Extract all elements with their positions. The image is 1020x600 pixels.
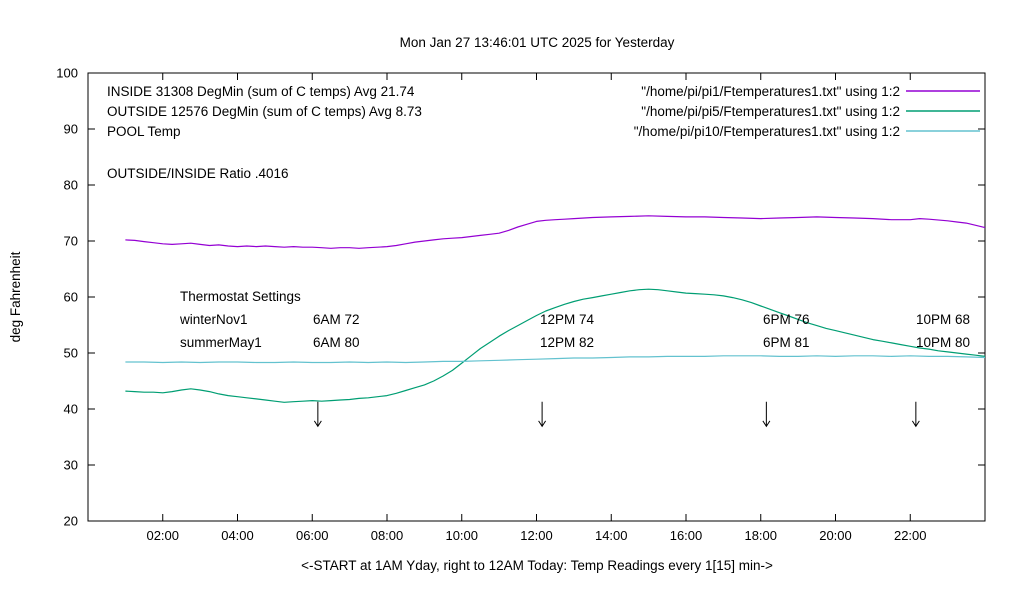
x-tick-label: 12:00 bbox=[520, 528, 553, 543]
x-tick-label: 18:00 bbox=[744, 528, 777, 543]
axis-tick-labels: 02:00 04:00 06:00 08:00 10:00 12:00 14:00 16:00… bbox=[56, 66, 926, 544]
x-tick-label: 04:00 bbox=[221, 528, 254, 543]
x-tick-label: 20:00 bbox=[819, 528, 852, 543]
x-tick-label: 16:00 bbox=[670, 528, 703, 543]
series-line-2 bbox=[125, 355, 986, 364]
thermostat-summer-6am: 6AM 80 bbox=[313, 335, 360, 350]
thermostat-summer-6pm: 6PM 81 bbox=[763, 335, 810, 350]
thermostat-settings-title: Thermostat Settings bbox=[180, 289, 301, 304]
legend-outside-label: OUTSIDE 12576 DegMin (sum of C temps) Av… bbox=[107, 104, 422, 119]
series-lines bbox=[125, 215, 986, 403]
thermostat-winter-6am: 6AM 72 bbox=[313, 312, 360, 327]
axis-ticks bbox=[88, 72, 985, 522]
y-tick-label: 20 bbox=[64, 514, 78, 529]
legend-outside-file: "/home/pi/pi5/Ftemperatures1.txt" using … bbox=[641, 104, 900, 119]
x-tick-label: 08:00 bbox=[371, 528, 404, 543]
y-tick-label: 30 bbox=[64, 458, 78, 473]
thermostat-summer-12pm: 12PM 82 bbox=[540, 335, 594, 350]
x-tick-label: 14:00 bbox=[595, 528, 628, 543]
legend-inside-file: "/home/pi/pi1/Ftemperatures1.txt" using … bbox=[641, 84, 900, 99]
y-tick-label: 100 bbox=[56, 66, 78, 81]
down-arrow-icon bbox=[538, 401, 547, 428]
series-line-1 bbox=[125, 288, 986, 403]
x-tick-label: 22:00 bbox=[894, 528, 927, 543]
x-tick-label: 02:00 bbox=[146, 528, 179, 543]
thermostat-winter-10pm: 10PM 68 bbox=[916, 312, 970, 327]
x-tick-label: 10:00 bbox=[445, 528, 478, 543]
series-line-0 bbox=[125, 215, 986, 249]
thermostat-winter-name: winterNov1 bbox=[179, 312, 248, 327]
x-tick-label: 06:00 bbox=[296, 528, 329, 543]
down-arrow-icon bbox=[762, 401, 771, 428]
y-tick-label: 50 bbox=[64, 346, 78, 361]
y-axis-label: deg Fahrenheit bbox=[8, 251, 23, 342]
down-arrow-icon bbox=[911, 401, 920, 428]
legend-pool-label: POOL Temp bbox=[107, 124, 181, 139]
x-axis-label: <-START at 1AM Yday, right to 12AM Today… bbox=[301, 558, 773, 573]
legend-inside-label: INSIDE 31308 DegMin (sum of C temps) Avg… bbox=[107, 84, 415, 99]
thermostat-summer-name: summerMay1 bbox=[180, 335, 262, 350]
y-tick-label: 40 bbox=[64, 402, 78, 417]
ratio-annotation: OUTSIDE/INSIDE Ratio .4016 bbox=[107, 166, 289, 181]
thermostat-winter-6pm: 6PM 76 bbox=[763, 312, 810, 327]
thermostat-winter-12pm: 12PM 74 bbox=[540, 312, 595, 327]
y-tick-label: 60 bbox=[64, 290, 78, 305]
chart-title: Mon Jan 27 13:46:01 UTC 2025 for Yesterd… bbox=[400, 35, 675, 50]
down-arrow-icon bbox=[313, 401, 322, 428]
y-tick-label: 90 bbox=[64, 122, 78, 137]
y-tick-label: 80 bbox=[64, 178, 78, 193]
thermostat-summer-10pm: 10PM 80 bbox=[916, 335, 970, 350]
thermostat-change-arrows bbox=[313, 401, 920, 428]
y-tick-label: 70 bbox=[64, 234, 78, 249]
legend-pool-file: "/home/pi/pi10/Ftemperatures1.txt" using… bbox=[634, 124, 900, 139]
